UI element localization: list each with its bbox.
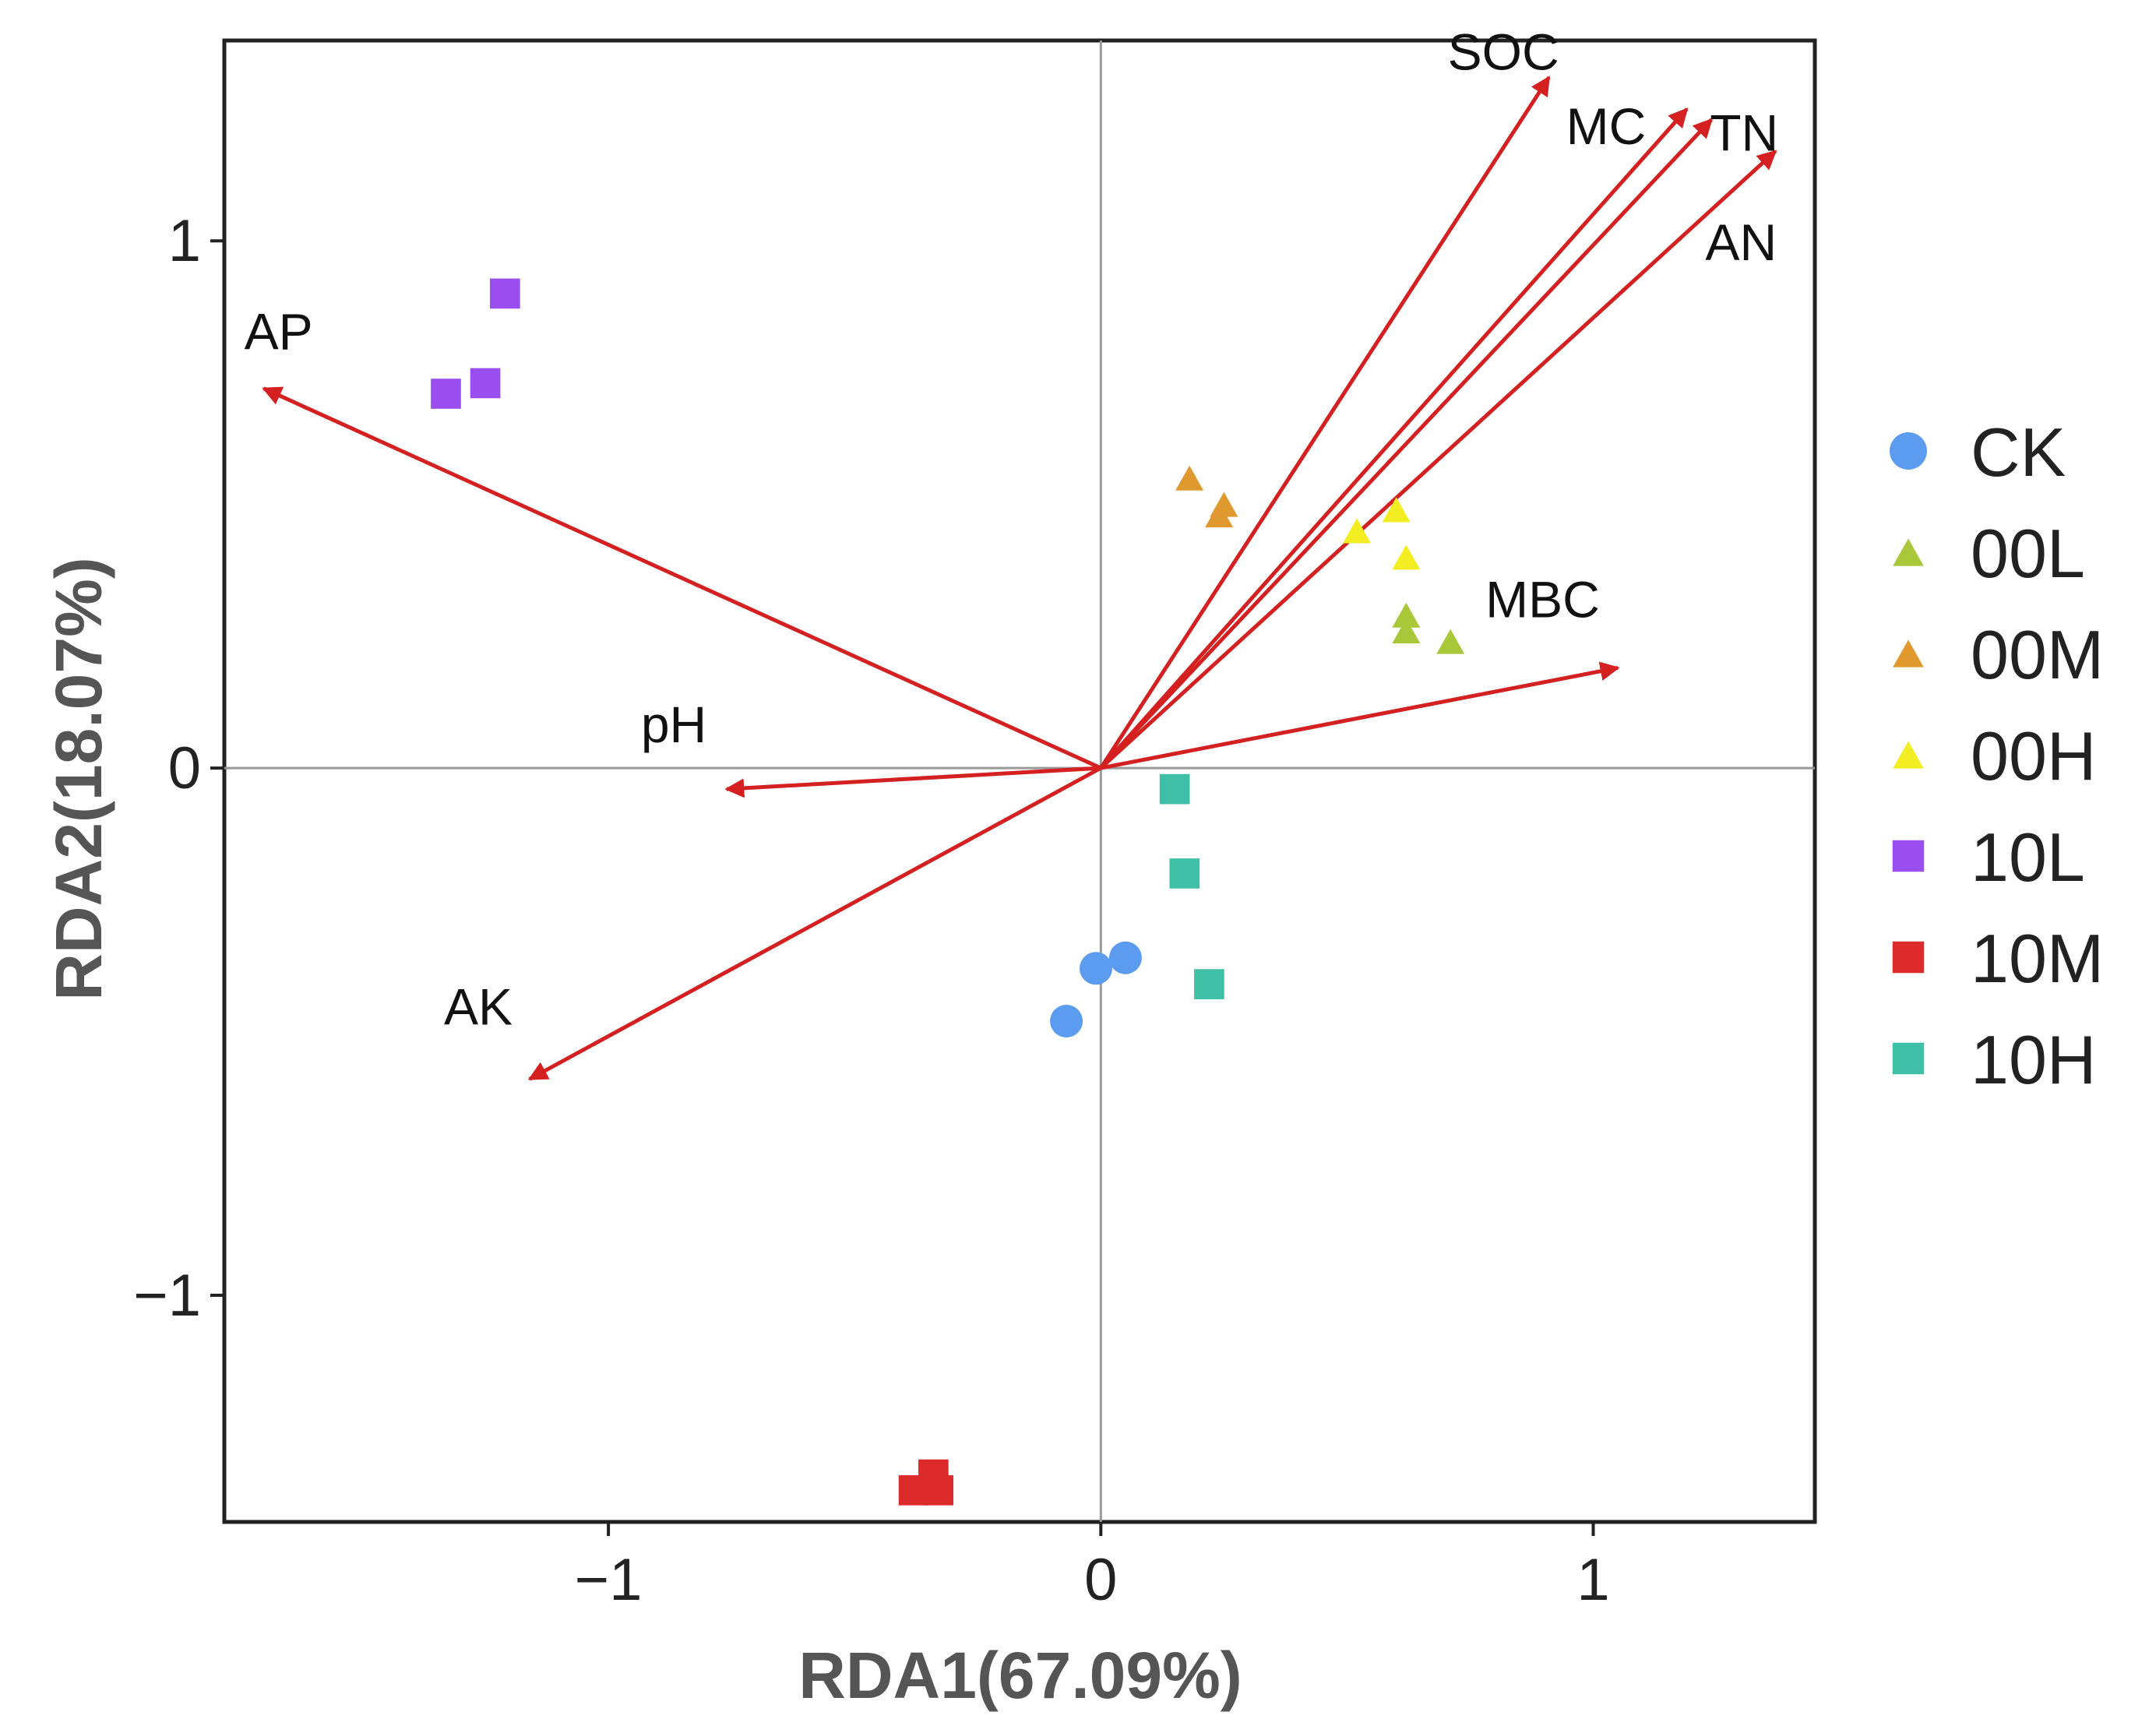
legend-marker-00h	[1893, 741, 1924, 769]
arrow-label-tn: TN	[1710, 104, 1778, 162]
legend-marker-00m	[1893, 639, 1924, 667]
point-00l	[1392, 602, 1421, 628]
arrow-mbc	[1100, 661, 1620, 770]
point-00h	[1343, 518, 1372, 544]
sample-points	[431, 278, 1465, 1506]
legend-marker-10l	[1892, 840, 1925, 872]
arrow-ak	[527, 766, 1102, 1081]
y-axis-title: RDA2(18.07%)	[42, 557, 115, 1001]
arrow-an	[1099, 150, 1777, 770]
legend-marker-10m	[1892, 941, 1925, 974]
legend-marker-ck	[1890, 432, 1927, 470]
legend-label-00l: 00L	[1971, 515, 2085, 592]
legend-label-10l: 10L	[1971, 819, 2085, 896]
legend-marker-10h	[1892, 1042, 1925, 1075]
point-00l	[1392, 618, 1421, 644]
x-tick-label: 1	[1576, 1547, 1609, 1613]
x-tick-label: −1	[575, 1547, 643, 1613]
legend-label-10m: 10M	[1971, 920, 2104, 997]
arrow-label-mc: MC	[1566, 97, 1647, 155]
x-tick-label: 0	[1084, 1547, 1117, 1613]
point-00l	[1436, 629, 1465, 654]
point-00h	[1382, 497, 1411, 523]
plot-frame	[222, 38, 1817, 1524]
point-00m	[1175, 465, 1204, 491]
arrow-ph	[724, 766, 1101, 798]
arrow-label-an: AN	[1705, 213, 1777, 271]
arrow-label-ph: pH	[641, 696, 706, 753]
point-10l	[470, 368, 501, 399]
point-ck	[1108, 941, 1142, 974]
legend-label-00m: 00M	[1971, 616, 2104, 693]
arrow-tn	[1099, 118, 1714, 770]
y-tick-label: 0	[168, 735, 201, 801]
legend-marker-00l	[1893, 538, 1924, 566]
legend-label-ck: CK	[1971, 414, 2066, 491]
arrow-label-ap: AP	[245, 303, 313, 361]
point-10h	[1194, 969, 1224, 999]
arrow-label-mbc: MBC	[1485, 570, 1600, 628]
arrow-label-ak: AK	[444, 977, 513, 1035]
point-10l	[490, 278, 520, 309]
legend-label-10h: 10H	[1971, 1021, 2096, 1098]
point-10h	[1159, 773, 1190, 805]
point-ck	[1079, 952, 1112, 985]
x-axis-title: RDA1(67.09%)	[798, 1639, 1242, 1712]
axis-ticks: −1 0 1 −1 0 1	[133, 208, 1609, 1613]
arrow-ap	[262, 386, 1102, 770]
arrow-mc	[1099, 107, 1689, 770]
legend-label-00h: 00H	[1971, 717, 2096, 794]
point-ck	[1050, 1004, 1083, 1037]
arrow-label-soc: SOC	[1448, 23, 1559, 80]
point-00h	[1392, 544, 1421, 570]
arrow-soc	[1099, 76, 1551, 770]
point-10h	[1169, 858, 1200, 889]
point-10l	[431, 379, 461, 409]
y-tick-label: −1	[133, 1263, 201, 1329]
legend: CK 00L 00M 00H 10L 10M 10H	[1890, 414, 2104, 1098]
point-10m	[923, 1475, 954, 1506]
environmental-arrows	[262, 76, 1777, 1081]
point-00m	[1205, 502, 1234, 528]
y-tick-label: 1	[168, 208, 201, 274]
